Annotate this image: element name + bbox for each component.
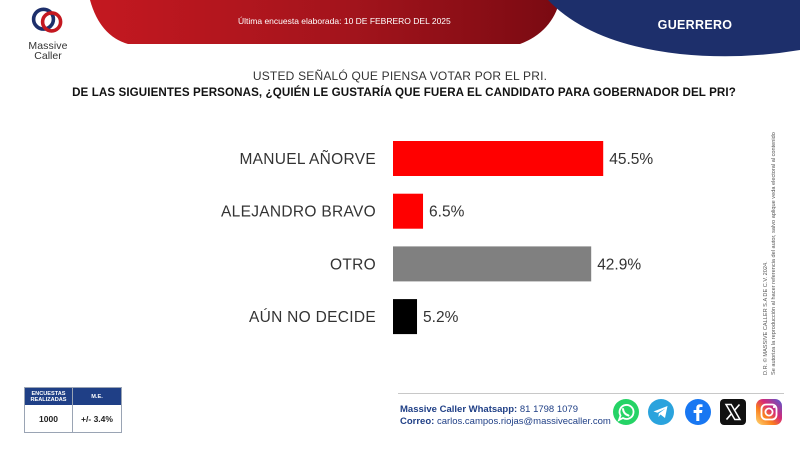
bar-0 — [393, 141, 604, 176]
footer-divider — [398, 393, 784, 394]
whatsapp-icon[interactable] — [612, 398, 640, 426]
header-navy-band — [548, 0, 800, 57]
stats-value-margin: +/- 3.4% — [81, 413, 113, 424]
category-label-3: AÚN NO DECIDE — [249, 309, 376, 326]
stats-value-surveys: 1000 — [25, 405, 73, 432]
category-label-1: ALEJANDRO BRAVO — [221, 204, 376, 221]
x-icon[interactable] — [719, 398, 747, 426]
logo-name-second-line: Caller — [34, 50, 62, 62]
header-banner — [90, 0, 800, 57]
value-label-2: 42.9% — [597, 256, 641, 273]
social-icons — [612, 398, 786, 428]
question-line-1: USTED SEÑALÓ QUE PIENSA VOTAR POR EL PRI… — [252, 69, 548, 83]
copyright-line-2: Se autoriza la reproducción al hacer ref… — [770, 132, 777, 375]
stats-value-row: 1000 +/- 3.4% — [25, 405, 121, 432]
bar-chart: MANUEL AÑORVE 45.5% ALEJANDRO BRAVO 6.5% OTR… — [221, 141, 653, 335]
stats-header-margin: M.E. — [91, 393, 103, 400]
copyright-note: D.R. © MASSIVE CALLER S.A DE C.V. 2024. … — [763, 115, 778, 375]
logo-name: Massive — [28, 40, 68, 52]
whatsapp-label: Massive Caller Whatsapp: — [400, 404, 518, 415]
header-red-band — [90, 0, 560, 44]
logo-mark-icon — [31, 7, 63, 33]
bar-1 — [393, 193, 424, 229]
category-label-2: OTRO — [330, 256, 376, 273]
facebook-icon[interactable] — [684, 398, 712, 426]
value-label-0: 45.5% — [609, 151, 653, 168]
email-address[interactable]: carlos.campos.riojas@massivecaller.com — [436, 416, 611, 427]
stats-header-row: ENCUESTAS REALIZADAS M.E. — [25, 388, 121, 405]
instagram-icon[interactable] — [755, 398, 783, 426]
whatsapp-number[interactable]: 81 1798 1079 — [519, 404, 578, 415]
value-label-1: 6.5% — [429, 204, 465, 221]
survey-date: Última encuesta elaborada: 10 DE FEBRERO… — [238, 16, 451, 26]
copyright-line-1: D.R. © MASSIVE CALLER S.A DE C.V. 2024. — [763, 261, 769, 375]
contact-info: Massive Caller Whatsapp: 81 1798 1079 Co… — [400, 404, 611, 428]
category-label-0: MANUEL AÑORVE — [239, 151, 376, 168]
bar-2 — [393, 246, 592, 282]
telegram-icon[interactable] — [647, 398, 675, 426]
stats-header-surveys: ENCUESTAS REALIZADAS — [25, 388, 73, 405]
value-label-3: 5.2% — [423, 309, 459, 326]
question-line-2: DE LAS SIGUIENTES PERSONAS, ¿QUIÉN LE GU… — [72, 86, 736, 99]
logo: Massive Caller — [18, 6, 78, 61]
survey-stats-table: ENCUESTAS REALIZADAS M.E. 1000 +/- 3.4% — [24, 387, 122, 433]
email-label: Correo: — [400, 416, 435, 427]
bar-3 — [393, 299, 418, 335]
state-title: GUERRERO — [657, 18, 733, 32]
